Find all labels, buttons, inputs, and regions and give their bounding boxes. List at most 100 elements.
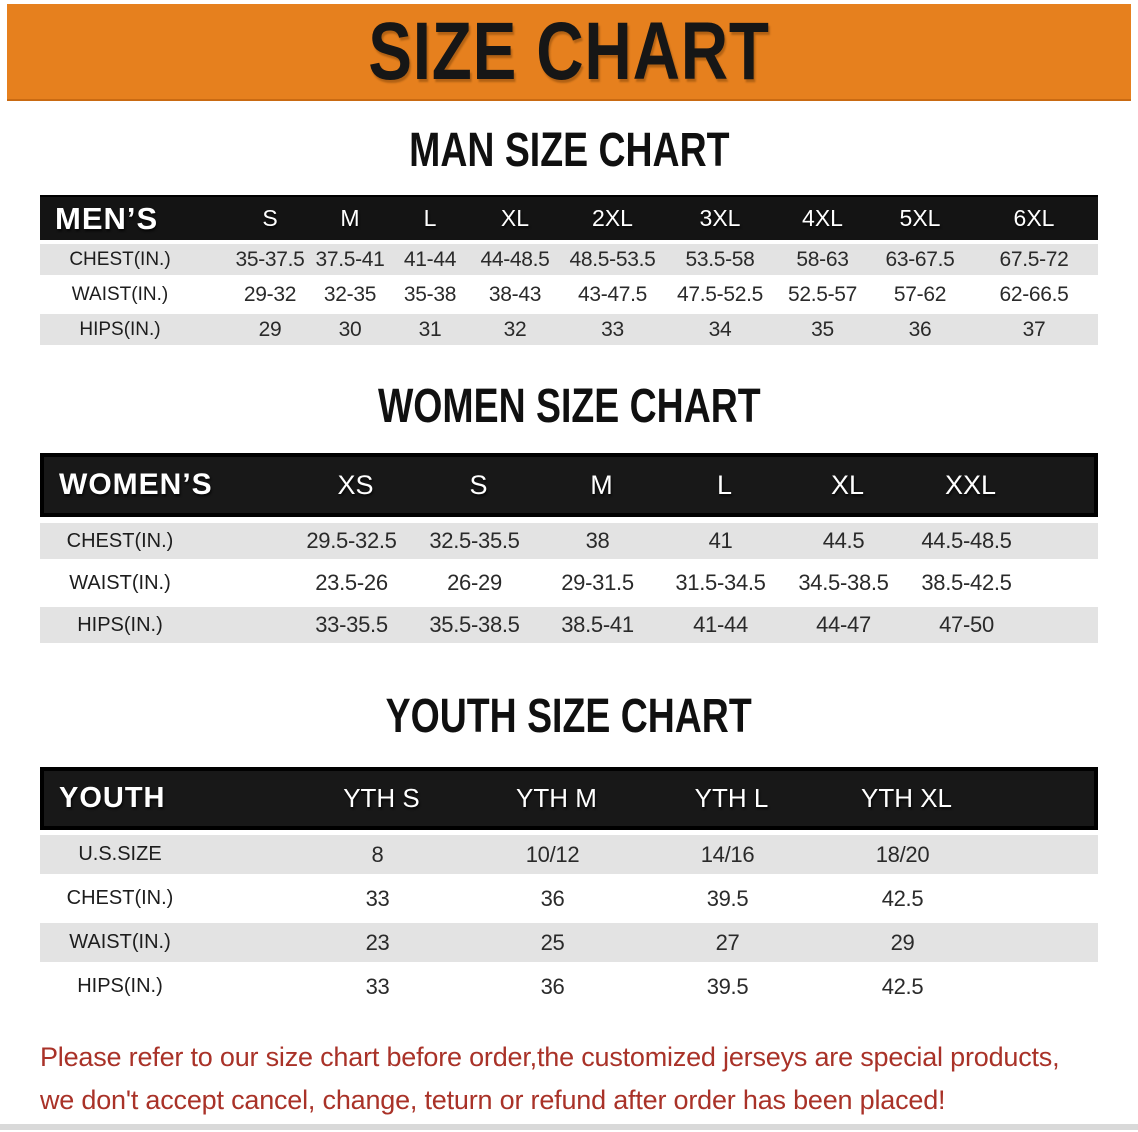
size-cell: 29 bbox=[258, 317, 282, 341]
size-cell: 62-66.5 bbox=[999, 282, 1069, 306]
size-cell: 29 bbox=[890, 929, 915, 955]
mens-heading: MAN SIZE CHART bbox=[0, 125, 1138, 177]
size-cell: 29-31.5 bbox=[561, 570, 634, 595]
youth-column-header-xl: YTH XL bbox=[860, 783, 953, 813]
womens-column-header-m: M bbox=[590, 469, 613, 500]
womens-table-header: WOMEN’S XS S M L XL XXL bbox=[40, 453, 1098, 517]
size-cell: 47.5-52.5 bbox=[676, 282, 764, 306]
womens-waist-row: WAIST(IN.) 23.5-26 26-29 29-31.5 31.5-34… bbox=[40, 565, 1098, 601]
size-cell: 32-35 bbox=[323, 282, 377, 306]
size-cell: 8 bbox=[371, 841, 384, 867]
size-cell: 41-44 bbox=[403, 247, 457, 271]
size-cell: 33 bbox=[365, 973, 390, 999]
size-cell: 44-47 bbox=[816, 612, 871, 637]
size-cell: 31.5-34.5 bbox=[675, 570, 766, 595]
youth-corner-label: YOUTH bbox=[59, 782, 166, 814]
size-cell: 38.5-42.5 bbox=[921, 570, 1012, 595]
size-cell: 36 bbox=[540, 973, 565, 999]
row-label: HIPS(IN.) bbox=[77, 975, 163, 997]
size-cell: 44.5-48.5 bbox=[921, 528, 1012, 553]
size-cell: 47-50 bbox=[939, 612, 994, 637]
mens-column-header-s: S bbox=[262, 205, 278, 231]
youth-hips-row: HIPS(IN.) 33 36 39.5 42.5 bbox=[40, 967, 1098, 1006]
size-cell: 37 bbox=[1022, 317, 1046, 341]
size-cell: 18/20 bbox=[875, 841, 930, 867]
youth-heading-text: YOUTH SIZE CHART bbox=[385, 690, 753, 743]
size-cell: 34 bbox=[708, 317, 732, 341]
size-cell: 67.5-72 bbox=[999, 247, 1069, 271]
size-cell: 26-29 bbox=[447, 570, 502, 595]
size-cell: 38 bbox=[585, 528, 610, 553]
size-cell: 33 bbox=[365, 885, 390, 911]
womens-hips-row: HIPS(IN.) 33-35.5 35.5-38.5 38.5-41 41-4… bbox=[40, 607, 1098, 643]
row-label: U.S.SIZE bbox=[78, 843, 162, 865]
size-cell: 39.5 bbox=[706, 973, 749, 999]
youth-column-header-l: YTH L bbox=[694, 783, 769, 813]
size-cell: 32 bbox=[503, 317, 527, 341]
size-cell: 53.5-58 bbox=[685, 247, 755, 271]
womens-size-table: WOMEN’S XS S M L XL XXL CHEST(IN.) 29.5-… bbox=[40, 453, 1098, 643]
size-cell: 43-47.5 bbox=[577, 282, 648, 306]
size-cell: 39.5 bbox=[706, 885, 749, 911]
youth-ussize-row: U.S.SIZE 8 10/12 14/16 18/20 bbox=[40, 835, 1098, 874]
womens-corner-label: WOMEN’S bbox=[59, 468, 213, 501]
size-cell: 23.5-26 bbox=[315, 570, 388, 595]
mens-column-header-6xl: 6XL bbox=[1013, 205, 1055, 231]
size-cell: 23 bbox=[365, 929, 390, 955]
mens-size-table: MEN’S S M L XL 2XL 3XL 4XL 5XL 6XL CHEST… bbox=[40, 195, 1098, 345]
size-cell: 31 bbox=[418, 317, 442, 341]
size-cell: 34.5-38.5 bbox=[798, 570, 889, 595]
banner-title: SIZE CHART bbox=[368, 5, 770, 97]
mens-column-header-5xl: 5XL bbox=[899, 205, 941, 231]
size-cell: 25 bbox=[540, 929, 565, 955]
size-cell: 57-62 bbox=[893, 282, 947, 306]
bottom-edge-divider bbox=[0, 1124, 1138, 1130]
youth-column-header-s: YTH S bbox=[343, 783, 420, 813]
size-cell: 38-43 bbox=[488, 282, 542, 306]
mens-column-header-l: L bbox=[423, 205, 437, 231]
size-cell: 38.5-41 bbox=[561, 612, 634, 637]
size-cell: 63-67.5 bbox=[885, 247, 955, 271]
womens-section: WOMEN SIZE CHART WOMEN’S XS S M L XL XXL… bbox=[0, 381, 1138, 643]
size-cell: 42.5 bbox=[881, 973, 924, 999]
size-cell: 52.5-57 bbox=[787, 282, 858, 306]
mens-waist-row: WAIST(IN.) 29-32 32-35 35-38 38-43 43-47… bbox=[40, 279, 1098, 310]
mens-chest-row: CHEST(IN.) 35-37.5 37.5-41 41-44 44-48.5… bbox=[40, 244, 1098, 275]
footer-disclaimer-line2: we don't accept cancel, change, teturn o… bbox=[40, 1085, 946, 1115]
size-cell: 32.5-35.5 bbox=[429, 528, 520, 553]
mens-column-header-m: M bbox=[340, 205, 360, 231]
size-cell: 35-38 bbox=[403, 282, 457, 306]
row-label: CHEST(IN.) bbox=[69, 248, 171, 270]
mens-heading-text: MAN SIZE CHART bbox=[408, 124, 730, 177]
womens-column-header-xl: XL bbox=[830, 469, 865, 500]
youth-section: YOUTH SIZE CHART YOUTH YTH S YTH M YTH L… bbox=[0, 691, 1138, 1006]
youth-table-header: YOUTH YTH S YTH M YTH L YTH XL bbox=[40, 767, 1098, 830]
row-label: CHEST(IN.) bbox=[66, 529, 174, 552]
mens-column-header-2xl: 2XL bbox=[592, 205, 633, 231]
youth-waist-row: WAIST(IN.) 23 25 27 29 bbox=[40, 923, 1098, 962]
youth-chest-row: CHEST(IN.) 33 36 39.5 42.5 bbox=[40, 879, 1098, 918]
mens-section: MAN SIZE CHART MEN’S S M L XL 2XL 3XL 4X… bbox=[0, 125, 1138, 345]
size-cell: 58-63 bbox=[796, 247, 849, 271]
size-cell: 44-48.5 bbox=[480, 247, 550, 271]
size-cell: 48.5-53.5 bbox=[569, 247, 656, 271]
womens-column-header-l: L bbox=[716, 469, 733, 500]
womens-chest-row: CHEST(IN.) 29.5-32.5 32.5-35.5 38 41 44.… bbox=[40, 523, 1098, 559]
mens-column-header-4xl: 4XL bbox=[802, 205, 843, 231]
size-cell: 42.5 bbox=[881, 885, 924, 911]
mens-corner-label: MEN’S bbox=[55, 200, 159, 236]
size-cell: 29-32 bbox=[243, 282, 297, 306]
row-label: HIPS(IN.) bbox=[77, 613, 163, 636]
size-cell: 35.5-38.5 bbox=[429, 612, 520, 637]
size-cell: 33-35.5 bbox=[315, 612, 388, 637]
womens-column-header-s: S bbox=[469, 469, 488, 500]
womens-heading: WOMEN SIZE CHART bbox=[0, 381, 1138, 433]
mens-hips-row: HIPS(IN.) 29 30 31 32 33 34 35 36 37 bbox=[40, 314, 1098, 345]
size-cell: 27 bbox=[715, 929, 740, 955]
mens-table-header: MEN’S S M L XL 2XL 3XL 4XL 5XL 6XL bbox=[40, 195, 1098, 240]
size-cell: 36 bbox=[540, 885, 565, 911]
mens-column-header-3xl: 3XL bbox=[699, 205, 741, 231]
footer-disclaimer-line1: Please refer to our size chart before or… bbox=[40, 1042, 1060, 1072]
size-cell: 44.5 bbox=[822, 528, 865, 553]
youth-column-header-m: YTH M bbox=[516, 783, 597, 813]
